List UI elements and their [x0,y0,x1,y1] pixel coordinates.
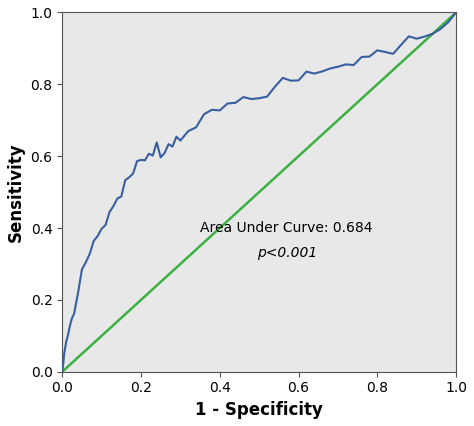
Text: Area Under Curve: 0.684: Area Under Curve: 0.684 [201,221,373,235]
X-axis label: 1 - Specificity: 1 - Specificity [195,401,323,419]
Y-axis label: Sensitivity: Sensitivity [7,142,25,242]
Text: p<0.001: p<0.001 [256,246,317,260]
